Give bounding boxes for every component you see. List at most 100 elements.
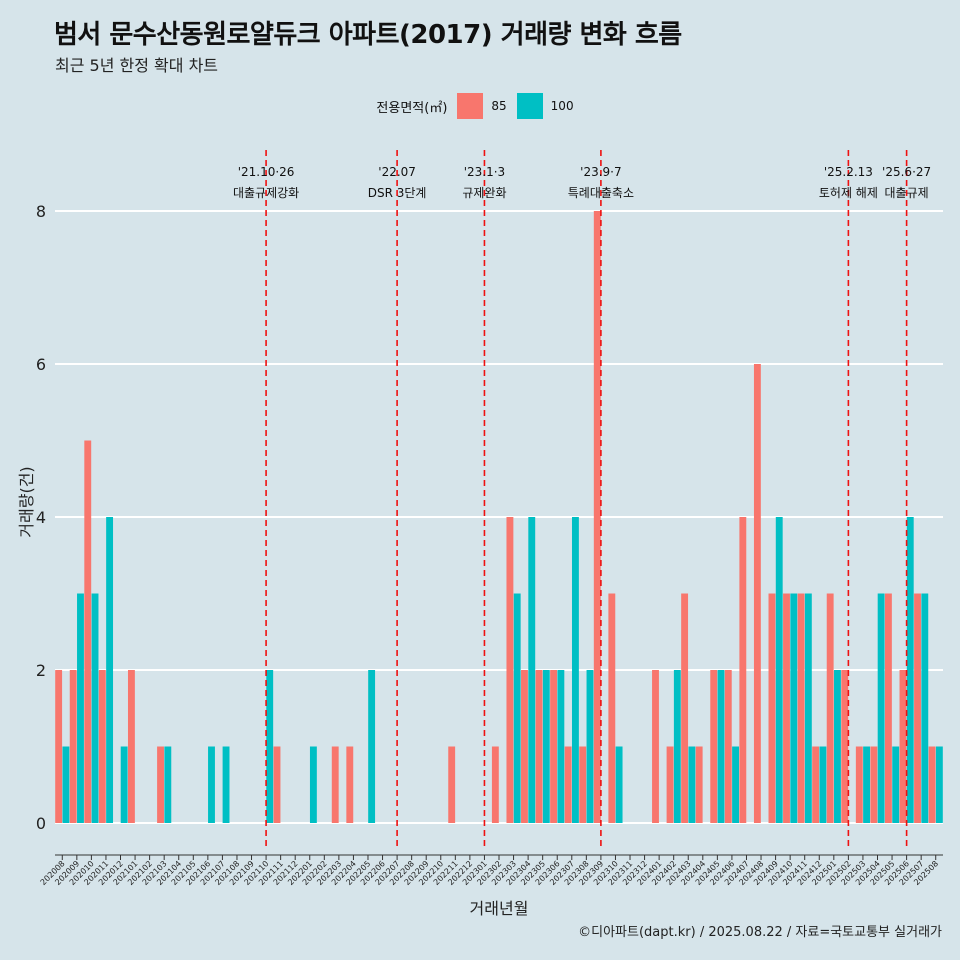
bar-85 xyxy=(331,746,339,823)
bar-85 xyxy=(855,746,863,823)
bar-100 xyxy=(106,517,114,823)
event-name-label: 특례대출축소 xyxy=(568,186,634,200)
bar-85 xyxy=(593,211,601,823)
bar-85 xyxy=(884,593,892,823)
bar-100 xyxy=(673,670,681,823)
legend-title: 전용면적(㎡) xyxy=(376,100,448,116)
bar-85 xyxy=(812,746,820,823)
bar-100 xyxy=(892,746,900,823)
event-name-label: 대출규제강화 xyxy=(233,186,299,200)
bar-85 xyxy=(783,593,790,823)
bar-100 xyxy=(513,593,521,823)
bar-85 xyxy=(899,670,907,823)
legend-label-100: 100 xyxy=(550,99,574,113)
bar-85 xyxy=(157,746,164,823)
event-name-label: 규제완화 xyxy=(462,186,506,200)
bar-85 xyxy=(535,670,543,823)
event-date-label: '23.9·7 xyxy=(580,165,621,179)
bar-85 xyxy=(753,364,761,823)
bar-85 xyxy=(448,746,456,823)
bar-85 xyxy=(521,670,528,823)
bar-85 xyxy=(710,670,718,823)
event-date-label: '22.07 xyxy=(378,165,416,179)
bar-100 xyxy=(586,670,594,823)
event-date-label: '25.6·27 xyxy=(882,165,931,179)
bar-85 xyxy=(55,670,63,823)
bar-85 xyxy=(84,440,92,823)
bar-100 xyxy=(921,593,929,823)
legend: 전용면적(㎡) 85 100 xyxy=(0,93,960,119)
bar-85 xyxy=(579,746,587,823)
y-tick-label: 0 xyxy=(36,814,46,833)
bar-100 xyxy=(528,517,536,823)
bar-85 xyxy=(127,670,135,823)
bar-85 xyxy=(273,746,281,823)
bar-100 xyxy=(557,670,565,823)
event-name-label: 토허제 해제 xyxy=(819,186,878,200)
bar-100 xyxy=(266,670,274,823)
bar-85 xyxy=(841,670,849,823)
bar-85 xyxy=(652,670,659,823)
legend-swatch-85 xyxy=(457,93,484,119)
bar-100 xyxy=(804,593,812,823)
bar-100 xyxy=(309,746,317,823)
bar-100 xyxy=(863,746,871,823)
event-date-label: '23.1·3 xyxy=(464,165,505,179)
chart-subtitle: 최근 5년 한정 확대 차트 xyxy=(55,56,219,75)
bar-100 xyxy=(222,746,230,823)
bar-85 xyxy=(870,746,878,823)
bar-100 xyxy=(77,593,84,823)
bar-100 xyxy=(542,670,550,823)
bar-85 xyxy=(826,593,834,823)
bar-100 xyxy=(877,593,885,823)
bar-85 xyxy=(797,593,805,823)
y-axis-title: 거래량(건) xyxy=(17,466,36,537)
y-tick-label: 4 xyxy=(36,508,46,527)
bar-100 xyxy=(91,593,99,823)
y-tick-label: 2 xyxy=(36,661,46,680)
y-tick-label: 8 xyxy=(36,202,46,221)
bar-100 xyxy=(688,746,696,823)
y-tick-label: 6 xyxy=(36,355,46,374)
bar-85 xyxy=(914,593,921,823)
bar-85 xyxy=(928,746,936,823)
bar-85 xyxy=(768,593,776,823)
bar-100 xyxy=(615,746,623,823)
bar-85 xyxy=(506,517,514,823)
bar-85 xyxy=(346,746,354,823)
bar-85 xyxy=(550,670,558,823)
bar-100 xyxy=(935,746,943,823)
bar-100 xyxy=(834,670,841,823)
bar-85 xyxy=(98,670,106,823)
bar-100 xyxy=(62,746,70,823)
bar-100 xyxy=(717,670,725,823)
bar-85 xyxy=(491,746,499,823)
bar-85 xyxy=(564,746,572,823)
bar-100 xyxy=(208,746,215,823)
bar-85 xyxy=(695,746,703,823)
bar-100 xyxy=(164,746,172,823)
chart-title: 범서 문수산동원로얄듀크 아파트(2017) 거래량 변화 흐름 xyxy=(54,20,682,50)
bar-100 xyxy=(368,670,376,823)
bar-85 xyxy=(69,670,77,823)
bar-85 xyxy=(724,670,732,823)
legend-label-85: 85 xyxy=(491,99,507,113)
x-axis-title: 거래년월 xyxy=(470,899,529,918)
event-date-label: '25.2.13 xyxy=(824,165,873,179)
bar-100 xyxy=(775,517,783,823)
bar-100 xyxy=(571,517,579,823)
bar-85 xyxy=(608,593,616,823)
bar-100 xyxy=(819,746,827,823)
event-name-label: DSR 3단계 xyxy=(368,186,427,200)
source-caption: ©디아파트(dapt.kr) / 2025.08.22 / 자료=국토교통부 실… xyxy=(578,925,942,940)
bar-100 xyxy=(790,593,798,823)
bar-85 xyxy=(666,746,674,823)
bar-85 xyxy=(681,593,689,823)
legend-item-85: 85 xyxy=(457,93,507,119)
legend-item-100: 100 xyxy=(516,93,574,119)
legend-swatch-100 xyxy=(516,93,543,119)
event-name-label: 대출규제 xyxy=(885,186,929,200)
event-date-label: '21.10·26 xyxy=(238,165,295,179)
